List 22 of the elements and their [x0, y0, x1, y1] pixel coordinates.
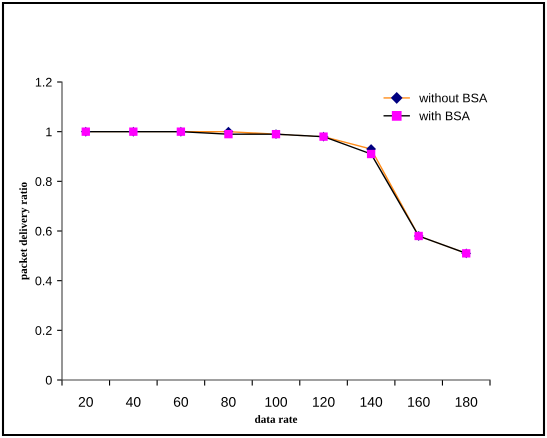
x-tick-label: 180 — [456, 397, 478, 407]
legend-label: with BSA — [419, 111, 470, 120]
point — [366, 150, 376, 158]
y-tick-label: 0.2 — [35, 326, 52, 335]
y-tick-label: 0.8 — [35, 177, 52, 186]
y-axis-title: packet delivery ratio — [19, 182, 30, 280]
y-tick-label: 1 — [46, 128, 52, 136]
y-tick-label: 0.4 — [35, 276, 52, 286]
x-tick-label: 100 — [265, 397, 288, 407]
x-tick-label: 140 — [360, 397, 382, 407]
x-tick-label: 20 — [78, 397, 93, 407]
x-tick-label: 40 — [126, 397, 141, 407]
legend-label: without BSA — [419, 93, 488, 102]
y-tick-label: 0.6 — [35, 226, 52, 236]
y-tick-label: 1.2 — [36, 78, 52, 87]
x-tick-label: 160 — [408, 397, 430, 407]
point — [224, 130, 233, 138]
x-tick-label: 120 — [313, 397, 335, 407]
x-axis-title: data rate — [255, 415, 298, 423]
x-tick-label: 80 — [221, 397, 236, 407]
y-tick-label: 0 — [46, 376, 52, 385]
x-tick-label: 60 — [174, 397, 188, 407]
